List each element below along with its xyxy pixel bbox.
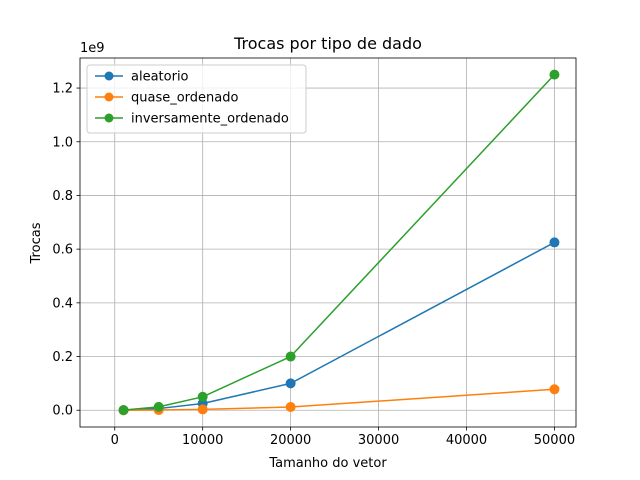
legend-item-aleatorio: aleatorio (95, 70, 189, 85)
series-inversamente_ordenado (118, 69, 560, 416)
data-point-inversamente_ordenado (153, 401, 164, 412)
y-axis-scale-label: 1e9 (80, 41, 105, 56)
legend-box (86, 64, 307, 134)
legend-label: aleatorio (131, 70, 189, 85)
x-axis-label: Tamanho do vetor (268, 456, 387, 471)
y-tick-label: 0.2 (52, 350, 73, 365)
x-tick-label: 40000 (446, 433, 487, 448)
y-tick-label: 0.0 (52, 404, 73, 419)
series-layer (118, 69, 560, 416)
data-point-inversamente_ordenado (118, 405, 129, 416)
x-tick-label: 0 (111, 433, 119, 448)
data-point-aleatorio (285, 378, 296, 389)
data-point-aleatorio (549, 237, 560, 248)
legend: aleatorio quase_ordenado inversamente_orde… (86, 64, 307, 134)
legend-swatch-marker (104, 92, 114, 102)
y-tick-label: 1.2 (52, 82, 73, 97)
legend-swatch-marker (104, 71, 114, 81)
plot-frame (79, 57, 577, 428)
y-axis-label: Trocas (29, 222, 44, 264)
data-point-quase_ordenado (549, 384, 560, 395)
ticks: 0 10000 20000 30000 40000 50000 0.0 0.2 0.4 0.6 0.… (52, 82, 575, 448)
legend-item-quase_ordenado: quase_ordenado (95, 91, 239, 106)
legend-label: quase_ordenado (131, 91, 239, 106)
legend-label: inversamente_ordenado (131, 112, 289, 127)
x-tick-label: 50000 (534, 433, 575, 448)
x-tick-label: 10000 (182, 433, 223, 448)
y-tick-label: 0.8 (52, 189, 73, 204)
data-point-inversamente_ordenado (285, 351, 296, 362)
x-tick-label: 30000 (358, 433, 399, 448)
legend-item-inversamente_ordenado: inversamente_ordenado (95, 112, 289, 127)
data-point-inversamente_ordenado (549, 69, 560, 80)
x-tick-label: 20000 (270, 433, 311, 448)
y-tick-label: 0.6 (52, 243, 73, 258)
data-point-quase_ordenado (197, 404, 208, 415)
data-point-inversamente_ordenado (197, 391, 208, 402)
data-point-quase_ordenado (285, 402, 296, 413)
legend-swatch-marker (104, 113, 114, 123)
chart-title: Trocas por tipo de dado (233, 34, 422, 53)
y-tick-label: 1.0 (52, 135, 73, 150)
y-tick-label: 0.4 (52, 296, 73, 311)
